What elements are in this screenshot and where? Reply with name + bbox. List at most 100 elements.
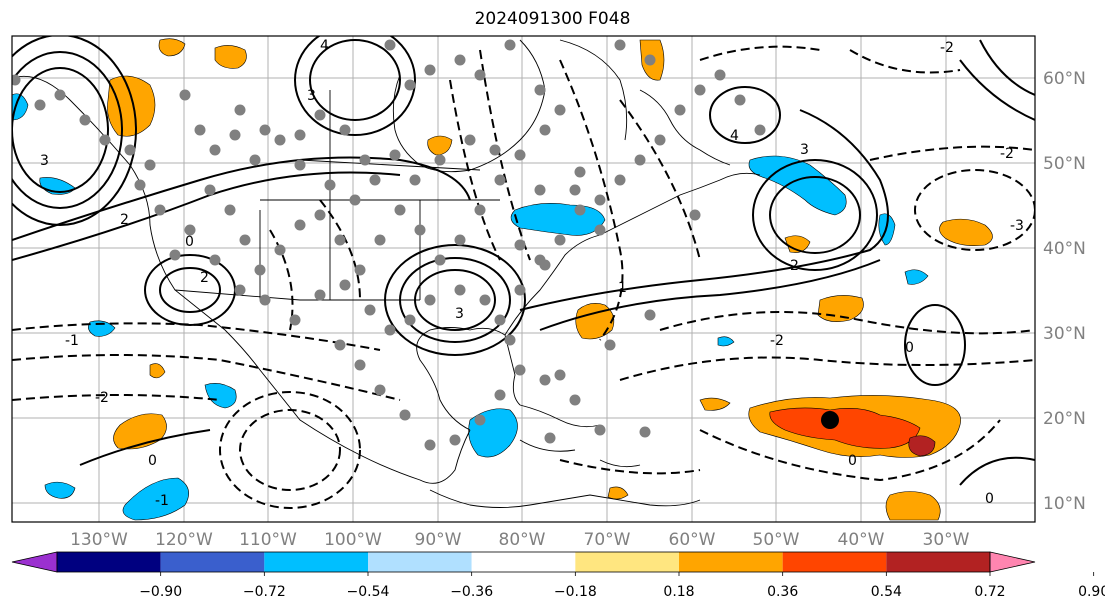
- positive-shading: [107, 38, 993, 521]
- contour-label: 4: [730, 128, 739, 144]
- observation-dot: [374, 234, 386, 246]
- observation-dot: [409, 174, 421, 186]
- observation-dot: [54, 89, 66, 101]
- observation-dot: [454, 54, 466, 66]
- latitude-axis: 60°N 50°N 40°N 30°N 20°N 10°N: [1043, 69, 1086, 514]
- observation-dot: [754, 124, 766, 136]
- observation-dot: [474, 69, 486, 81]
- observation-dot: [594, 194, 606, 206]
- longitude-label: 50°W: [753, 530, 800, 550]
- colorbar-tick-label: −0.72: [243, 584, 286, 600]
- observation-dot: [249, 154, 261, 166]
- coastlines: [12, 39, 761, 508]
- observation-dot: [574, 166, 586, 178]
- observation-dot: [424, 439, 436, 451]
- contour-label: -1: [155, 493, 169, 509]
- observation-dot: [539, 374, 551, 386]
- observation-dot: [539, 259, 551, 271]
- observation-dot: [514, 364, 526, 376]
- observation-dot: [494, 389, 506, 401]
- observation-dot: [514, 284, 526, 296]
- observation-dot: [414, 224, 426, 236]
- contour-label: 0: [905, 340, 914, 356]
- observation-dot: [604, 339, 616, 351]
- contour-label: 0: [985, 491, 994, 507]
- observation-dot: [404, 79, 416, 91]
- colorbar-frame: [56, 551, 991, 573]
- longitude-label: 100°W: [324, 530, 382, 550]
- colorbar-tick-label: −0.90: [139, 584, 182, 600]
- observation-dot: [334, 339, 346, 351]
- observation-dot: [489, 144, 501, 156]
- observation-dot: [374, 384, 386, 396]
- contour-label: 3: [800, 142, 809, 158]
- observation-dot: [504, 334, 516, 346]
- observation-dot: [209, 254, 221, 266]
- observation-dot: [12, 74, 21, 86]
- observation-dot: [384, 39, 396, 51]
- observation-dot: [364, 304, 376, 316]
- observation-dot: [194, 124, 206, 136]
- colorbar-bin: [679, 552, 783, 572]
- observation-dot: [314, 209, 326, 221]
- observation-dot: [449, 434, 461, 446]
- colorbar-bin: [575, 552, 679, 572]
- observation-dot: [184, 224, 196, 236]
- colorbar-min-extend: [11, 551, 58, 573]
- observation-dot: [234, 284, 246, 296]
- map-frame: [11, 35, 1036, 523]
- longitude-label: 80°W: [499, 530, 546, 550]
- observation-dot: [169, 249, 181, 261]
- observation-dot: [644, 54, 656, 66]
- longitude-label: 60°W: [669, 530, 716, 550]
- observation-dot: [369, 174, 381, 186]
- contour-label: 4: [320, 38, 329, 54]
- observation-dot: [339, 124, 351, 136]
- observation-dot: [539, 124, 551, 136]
- observation-dot: [354, 359, 366, 371]
- contour-label: 3: [40, 153, 49, 169]
- observation-dot: [494, 314, 506, 326]
- observation-dot: [474, 414, 486, 426]
- observation-dot: [394, 204, 406, 216]
- observation-dot: [234, 104, 246, 116]
- contours-negative: [12, 45, 1035, 509]
- colorbar-tick-label: −0.36: [450, 584, 493, 600]
- colorbar-bin: [886, 552, 990, 572]
- latitude-label: 60°N: [1043, 69, 1086, 89]
- longitude-label: 110°W: [239, 530, 297, 550]
- observation-dot: [474, 204, 486, 216]
- observation-dot: [254, 264, 266, 276]
- observation-dot: [594, 224, 606, 236]
- observation-dot: [294, 159, 306, 171]
- observation-dot: [289, 314, 301, 326]
- observation-dot: [504, 39, 516, 51]
- observation-dot: [359, 154, 371, 166]
- longitude-label: 90°W: [415, 530, 462, 550]
- colorbar-bin: [471, 552, 576, 572]
- colorbar-bin: [782, 552, 887, 572]
- contour-label: 3: [455, 306, 464, 322]
- observation-dot: [294, 129, 306, 141]
- observation-dot: [734, 94, 746, 106]
- observation-dot: [434, 154, 446, 166]
- colorbar-tick-label: 0.54: [871, 584, 902, 600]
- contour-label: 2: [790, 258, 799, 274]
- latitude-label: 40°N: [1043, 239, 1086, 259]
- observation-dot: [334, 234, 346, 246]
- observation-dot: [714, 69, 726, 81]
- contour-label: 0: [148, 453, 157, 469]
- observation-dot: [124, 144, 136, 156]
- longitude-label: 40°W: [838, 530, 885, 550]
- longitude-label: 130°W: [70, 530, 128, 550]
- observation-dot: [479, 294, 491, 306]
- observation-dot: [314, 289, 326, 301]
- observation-dot: [354, 264, 366, 276]
- observation-dot: [464, 134, 476, 146]
- observation-dot: [674, 104, 686, 116]
- observation-dot: [424, 294, 436, 306]
- observation-dot: [554, 369, 566, 381]
- latitude-label: 50°N: [1043, 154, 1086, 174]
- observation-dot: [514, 239, 526, 251]
- storm-center-marker: [821, 411, 839, 429]
